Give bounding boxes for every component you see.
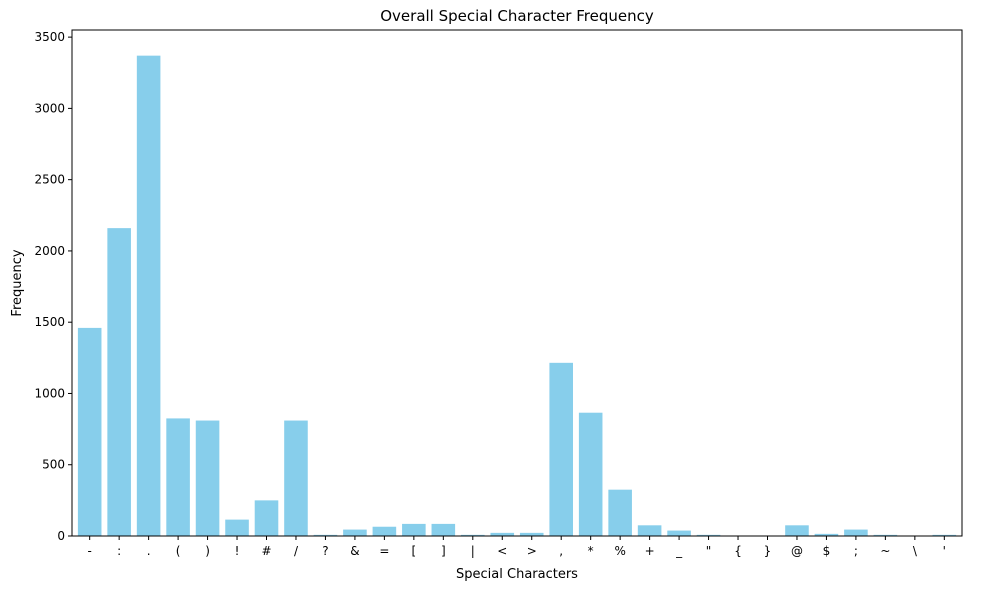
x-tick-label-28: \ (913, 544, 918, 558)
bar-1 (107, 228, 131, 536)
x-tick-label-10: = (379, 544, 389, 558)
x-tick-label-3: ( (176, 544, 181, 558)
x-tick-label-13: | (471, 544, 475, 558)
bar-10 (372, 526, 397, 536)
y-tick-label-3: 1500 (34, 315, 65, 329)
bar-19 (637, 525, 662, 536)
bars-group (77, 55, 957, 536)
bar-5 (225, 519, 249, 536)
x-tick-label-6: # (261, 544, 271, 558)
bar-12 (431, 523, 456, 536)
bar-14 (490, 532, 515, 536)
plot-frame (71, 29, 963, 537)
bar-11 (402, 523, 426, 536)
x-tick-label-11: [ (412, 544, 417, 558)
x-tick-label-17: * (588, 544, 594, 558)
x-tick-label-18: % (614, 544, 625, 558)
x-tick-label-5: ! (235, 544, 240, 558)
bar-27 (873, 534, 898, 536)
y-tick-label-5: 2500 (34, 173, 65, 187)
bar-29 (932, 534, 957, 536)
x-tick-label-14: < (497, 544, 507, 558)
bar-16 (549, 362, 573, 536)
y-tick-label-7: 3500 (34, 30, 65, 44)
x-tick-label-4: ) (205, 544, 210, 558)
bar-21 (696, 534, 721, 536)
x-tick-label-22: { (734, 544, 742, 558)
y-axis-title: Frequency (10, 249, 25, 316)
y-axis: 0 500 1000 1500 2000 2500 3000 3500 (34, 30, 72, 543)
x-tick-label-7: / (294, 544, 299, 558)
y-tick-label-2: 1000 (34, 386, 65, 400)
x-tick-label-8: ? (322, 544, 328, 558)
bar-20 (667, 530, 691, 536)
x-tick-label-29: ' (943, 544, 946, 558)
bar-7 (284, 420, 308, 536)
x-tick-label-16: , (559, 544, 563, 558)
x-tick-label-2: . (147, 544, 151, 558)
chart-title: Overall Special Character Frequency (380, 7, 654, 25)
bar-13 (461, 534, 485, 536)
bar-24 (785, 525, 809, 536)
y-tick-label-0: 0 (57, 529, 65, 543)
y-tick-label-4: 2000 (34, 244, 65, 258)
bar-4 (195, 420, 220, 536)
x-tick-label-0: - (88, 544, 92, 558)
x-tick-label-23: } (764, 544, 772, 558)
x-tick-label-27: ~ (880, 544, 890, 558)
x-tick-label-24: @ (791, 544, 803, 558)
bar-9 (343, 529, 367, 536)
bar-18 (608, 489, 632, 536)
x-tick-label-26: ; (854, 544, 858, 558)
bar-25 (814, 533, 839, 536)
x-tick-label-20: _ (675, 544, 683, 558)
bar-15 (519, 532, 544, 536)
x-tick-label-19: + (645, 544, 655, 558)
x-tick-label-9: & (350, 544, 359, 558)
x-tick-label-21: " (706, 544, 712, 558)
x-axis-title: Special Characters (456, 567, 578, 582)
x-tick-label-1: : (117, 544, 121, 558)
x-tick-label-12: ] (441, 544, 446, 558)
bar-6 (254, 500, 279, 536)
bar-3 (166, 418, 190, 536)
y-tick-label-1: 500 (42, 458, 65, 472)
x-tick-label-25: $ (823, 544, 831, 558)
bar-8 (313, 534, 338, 536)
bar-2 (136, 55, 161, 536)
x-tick-label-15: > (527, 544, 537, 558)
bar-26 (844, 529, 868, 536)
y-tick-label-6: 3000 (34, 101, 65, 115)
x-axis: -:. ()! # /? & = [] | < >, *% + _ " {} @ $; ~ \ ' (88, 536, 946, 558)
bar-0 (77, 327, 102, 536)
bar-17 (578, 412, 603, 536)
